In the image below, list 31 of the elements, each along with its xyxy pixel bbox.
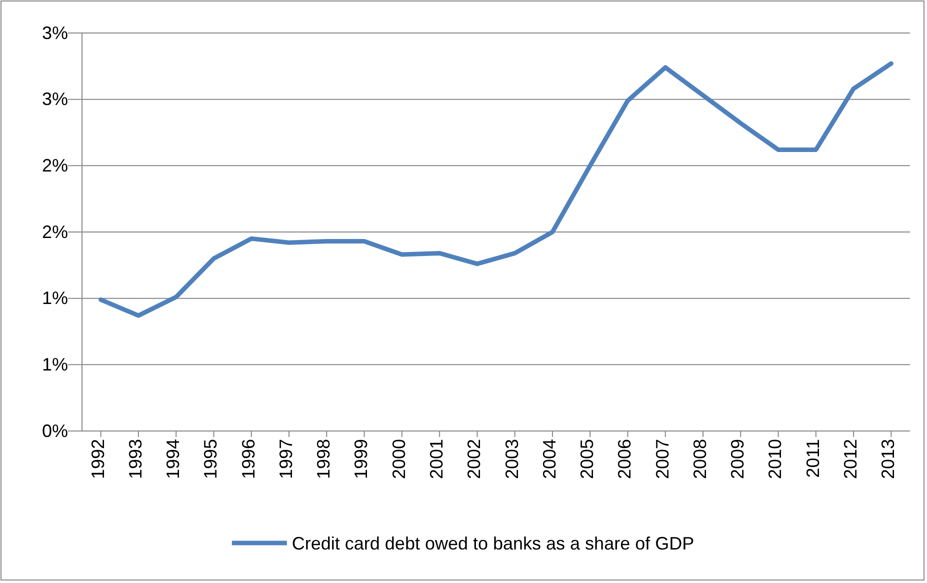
- x-tick-label: 2009: [728, 439, 748, 480]
- line-series: [98, 61, 894, 318]
- y-tick-label: 2%: [42, 155, 68, 176]
- x-tick-label: 1994: [163, 439, 184, 480]
- x-tick-label: 1993: [125, 439, 146, 480]
- x-tick-label: 2010: [765, 439, 786, 480]
- x-tick-label: 1999: [351, 439, 372, 480]
- x-tick-label: 1996: [238, 439, 258, 480]
- x-tick-label: 2002: [464, 439, 484, 480]
- x-tick-label: 1995: [200, 439, 221, 480]
- y-tick-label: 0%: [42, 420, 68, 441]
- x-tick-label: 2003: [502, 439, 522, 480]
- y-tick-label: 2%: [42, 222, 68, 242]
- y-tick-label: 3%: [42, 89, 68, 110]
- y-tick-label: 1%: [42, 354, 68, 374]
- x-tick-label: 2013: [878, 439, 898, 480]
- x-tick-label: 2011: [802, 439, 823, 478]
- x-tick-label: 2004: [539, 439, 560, 480]
- x-tick-label: 2012: [840, 439, 860, 480]
- x-tick-label: 1997: [276, 439, 296, 480]
- x-tick-label: 1992: [88, 439, 108, 480]
- y-tick-label: 1%: [42, 288, 68, 308]
- x-tick-label: 2005: [577, 439, 598, 480]
- x-tick-label: 2000: [388, 439, 409, 480]
- legend-label: Credit card debt owed to banks as a share of GDP: [292, 533, 694, 554]
- x-tick-label: 2007: [652, 439, 672, 480]
- x-tick-label: 2001: [426, 439, 446, 480]
- x-tick-label: 2006: [614, 439, 635, 480]
- x-tick-label: 1998: [314, 439, 334, 480]
- x-tick-label: 2008: [690, 439, 710, 480]
- y-tick-label: 3%: [42, 22, 68, 43]
